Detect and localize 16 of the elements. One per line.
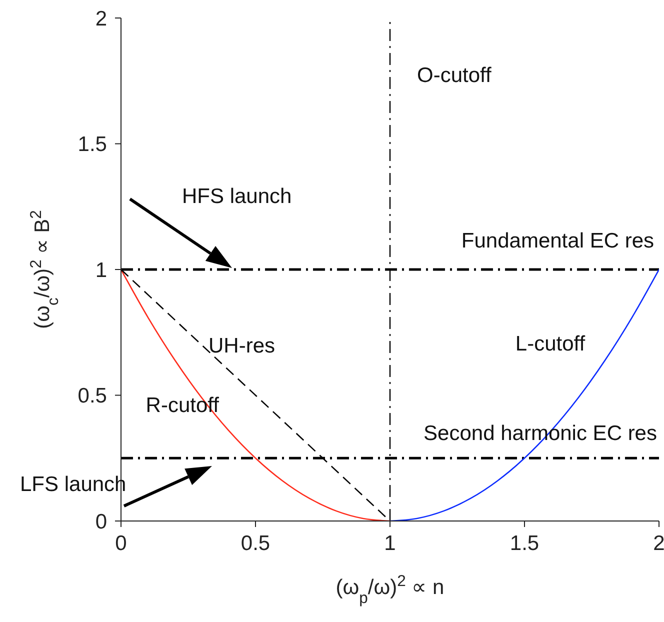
x-axis-title: (ω$_{p}$/ω)$^{2}$ ∝ n: [336, 572, 444, 606]
x-tick-label: 0.5: [240, 532, 270, 555]
ref-line-label: O-cutoff: [417, 64, 492, 87]
x-tick-label: 0: [115, 532, 127, 555]
annotation: HFS launch: [182, 185, 292, 208]
y-tick-label: 1.5: [78, 133, 107, 156]
series-label: UH-res: [208, 334, 275, 358]
x-tick-label: 1.5: [510, 532, 540, 555]
ref-line-label: Fundamental EC res: [461, 230, 654, 252]
x-tick-label: 2: [653, 532, 664, 555]
y-tick-label: 1: [95, 258, 107, 282]
y-tick-label: 0.5: [78, 384, 107, 408]
y-tick-label: 0: [95, 510, 107, 534]
series-label: L-cutoff: [515, 332, 586, 356]
x-tick-label: 1: [384, 532, 396, 555]
y-tick-label: 2: [95, 7, 107, 30]
